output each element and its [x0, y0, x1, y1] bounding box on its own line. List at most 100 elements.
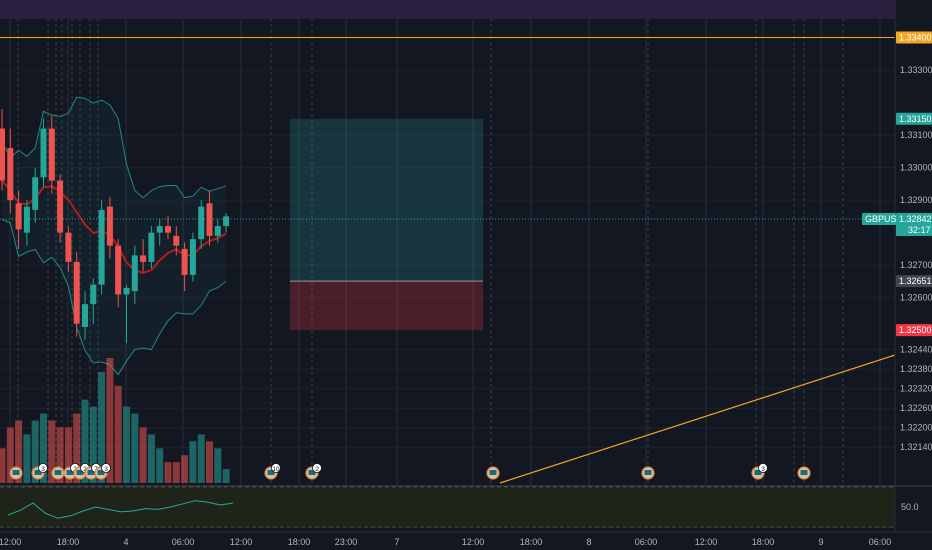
time-tick-label: 06:00 — [172, 537, 195, 547]
price-label[interactable]: 1.32500 — [896, 324, 932, 337]
event-count-badge — [312, 463, 322, 473]
moving-average — [1, 179, 227, 275]
candle[interactable] — [165, 216, 171, 240]
price-tick-label: 1.32200 — [900, 423, 932, 433]
candle-body — [23, 206, 30, 233]
candle-body — [15, 203, 22, 230]
candle[interactable] — [106, 196, 113, 259]
volume-bars — [0, 358, 230, 483]
time-axis[interactable]: 12:00 18:00 4 06:00 12:00 18:00 23:00 7 12:00 18:… — [0, 531, 932, 550]
volume-bar — [48, 420, 56, 483]
event-count: 2 — [315, 466, 319, 473]
candle[interactable] — [181, 242, 188, 292]
candle[interactable] — [0, 109, 5, 191]
candle[interactable] — [223, 213, 230, 233]
candle[interactable] — [65, 226, 72, 272]
price-axis[interactable]: 1.33400 1.33300 1.33100 1.33000 1.32900 1.327… — [862, 0, 932, 532]
volume-bar — [131, 413, 139, 483]
flag-icon — [12, 470, 20, 475]
candle[interactable] — [90, 278, 97, 324]
event-marker[interactable]: 3 — [94, 463, 111, 480]
candle[interactable] — [214, 219, 221, 243]
candle[interactable] — [198, 200, 205, 249]
event-marker[interactable]: 3 — [31, 463, 48, 480]
candle[interactable] — [32, 167, 39, 223]
event-count: 3 — [41, 466, 45, 473]
candle-body — [206, 203, 213, 236]
event-marker[interactable] — [797, 466, 811, 480]
trend-line[interactable] — [499, 354, 896, 484]
candle[interactable] — [48, 115, 55, 194]
candle[interactable] — [131, 245, 138, 305]
time-tick-label: 23:00 — [335, 537, 358, 547]
event-marker[interactable] — [51, 466, 65, 480]
candle[interactable] — [15, 190, 22, 249]
candle[interactable] — [140, 239, 147, 272]
volume-bar — [114, 385, 122, 483]
candle-body — [98, 209, 105, 285]
price-tick-label: 1.32900 — [900, 195, 932, 205]
candle[interactable] — [123, 284, 130, 344]
upper-band — [1, 96, 227, 199]
event-markers[interactable]: 322731023 — [9, 463, 811, 480]
candle[interactable] — [148, 226, 155, 269]
reference-lines[interactable] — [0, 37, 896, 484]
price-tick-label: 1.32600 — [900, 293, 932, 303]
candle[interactable] — [82, 291, 88, 340]
bollinger-bands — [1, 96, 227, 376]
volume-bar — [0, 448, 6, 483]
candle-body — [106, 206, 113, 246]
volume-bar — [64, 427, 72, 483]
price-label-text: 1.32500 — [899, 325, 932, 335]
time-tick-label: 12:00 — [695, 537, 718, 547]
time-tick-label: 4 — [123, 537, 128, 547]
volume-bar — [206, 441, 213, 483]
candle[interactable] — [173, 226, 180, 256]
candle[interactable] — [98, 200, 105, 295]
price-label-box — [896, 275, 932, 288]
volume-bar — [147, 434, 155, 483]
candle-body — [32, 177, 39, 210]
candle-body — [48, 128, 55, 181]
candle[interactable] — [40, 118, 47, 188]
long-position-tool[interactable] — [290, 118, 483, 331]
event-marker[interactable]: 3 — [751, 463, 768, 480]
price-label[interactable]: 1.32651 — [896, 275, 932, 288]
position-loss-zone[interactable] — [290, 281, 483, 331]
price-label[interactable]: 1.33400 — [896, 31, 932, 44]
candle[interactable] — [189, 232, 196, 282]
volume-bar — [73, 413, 81, 483]
event-marker[interactable] — [9, 466, 23, 480]
candle[interactable] — [7, 128, 14, 214]
candle-body — [198, 206, 205, 240]
volume-bar — [181, 455, 189, 483]
candle[interactable] — [57, 174, 64, 243]
price-label[interactable]: 1.33150 — [896, 112, 932, 125]
event-marker[interactable] — [641, 466, 655, 480]
candle[interactable] — [206, 190, 213, 246]
event-count-badge — [271, 463, 281, 473]
candle[interactable] — [73, 252, 80, 337]
time-tick-label: 7 — [394, 537, 399, 547]
candles[interactable] — [0, 109, 230, 344]
price-tick-label: 1.33000 — [900, 163, 932, 173]
volume-bar — [23, 434, 31, 483]
candle[interactable] — [156, 219, 163, 246]
candle-body — [223, 216, 230, 227]
event-marker[interactable]: 2 — [305, 463, 322, 480]
event-count: 3 — [761, 466, 765, 473]
oscillator-line — [7, 500, 234, 519]
price-tick-label: 1.32440 — [900, 345, 932, 355]
candle[interactable] — [115, 239, 122, 308]
position-profit-zone[interactable] — [290, 118, 483, 282]
event-marker[interactable]: 10 — [264, 463, 281, 480]
flag-icon — [97, 470, 105, 475]
volume-bar — [106, 358, 114, 483]
candle-body — [189, 239, 196, 275]
candle[interactable] — [23, 200, 30, 246]
bands-fill — [2, 97, 227, 375]
volume-bar — [15, 420, 23, 483]
event-marker[interactable] — [486, 466, 500, 480]
